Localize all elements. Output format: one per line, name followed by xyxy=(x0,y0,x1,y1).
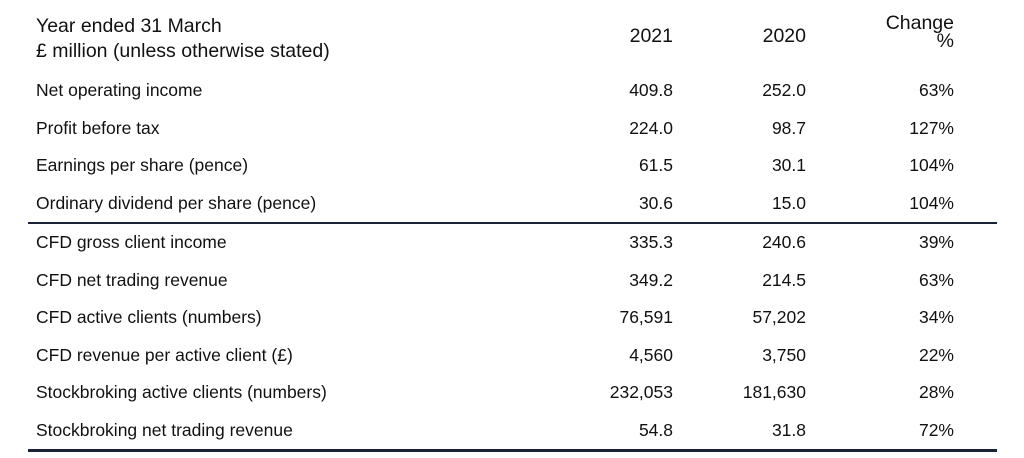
value-2020: 3,750 xyxy=(762,344,806,365)
value-2021: 61.5 xyxy=(638,155,673,175)
value-2020: 214.5 xyxy=(762,269,806,290)
column-header-2020: 2020 xyxy=(762,25,806,47)
row-label: CFD revenue per active client (£) xyxy=(36,344,293,365)
value-change: 63% xyxy=(918,269,954,290)
row-label: Stockbroking active clients (numbers) xyxy=(36,382,327,402)
row-label: Earnings per share (pence) xyxy=(36,155,249,175)
table-row: Profit before tax 224.0 98.7 127% xyxy=(28,110,997,148)
table-row: CFD active clients (numbers) 76,591 57,2… xyxy=(28,299,997,337)
value-2021: 335.3 xyxy=(629,232,673,252)
value-change: 72% xyxy=(918,419,954,440)
section-group-kpis: CFD gross client income 335.3 240.6 39% … xyxy=(28,224,997,449)
row-label: Net operating income xyxy=(36,80,203,100)
value-change: 127% xyxy=(909,117,954,138)
row-label: Profit before tax xyxy=(36,117,160,138)
value-change: 39% xyxy=(918,232,954,252)
column-header-change: Change % xyxy=(885,12,954,52)
header-title-line1: Year ended 31 March xyxy=(36,15,222,37)
value-change: 22% xyxy=(918,344,954,365)
table-row: CFD gross client income 335.3 240.6 39% xyxy=(28,224,997,262)
value-2021: 4,560 xyxy=(629,344,673,365)
column-header-change-line1: Change xyxy=(885,12,954,34)
value-2021: 30.6 xyxy=(638,192,673,213)
financial-summary-table: Year ended 31 March £ million (unless ot… xyxy=(28,8,997,452)
section-divider xyxy=(28,222,997,224)
row-label: CFD net trading revenue xyxy=(36,269,228,290)
value-2021: 224.0 xyxy=(629,117,673,138)
value-2020: 181,630 xyxy=(742,382,806,402)
row-label: Ordinary dividend per share (pence) xyxy=(36,192,317,213)
value-2020: 30.1 xyxy=(771,155,806,175)
value-change: 34% xyxy=(918,307,954,327)
row-label: CFD gross client income xyxy=(36,232,227,252)
value-2020: 98.7 xyxy=(771,117,806,138)
table-row: Earnings per share (pence) 61.5 30.1 104… xyxy=(28,147,997,185)
value-2020: 240.6 xyxy=(762,232,806,252)
value-2020: 31.8 xyxy=(771,419,806,440)
row-label: Stockbroking net trading revenue xyxy=(36,419,293,440)
value-2021: 349.2 xyxy=(629,269,673,290)
table-row: Stockbroking active clients (numbers) 23… xyxy=(28,374,997,412)
table-row: Net operating income 409.8 252.0 63% xyxy=(28,72,997,110)
value-change: 104% xyxy=(909,155,954,175)
value-2020: 252.0 xyxy=(762,80,806,100)
column-header-change-line2: % xyxy=(936,30,954,52)
column-header-2021: 2021 xyxy=(629,25,673,47)
value-2021: 54.8 xyxy=(638,419,673,440)
value-2021: 409.8 xyxy=(629,80,673,100)
value-change: 63% xyxy=(918,80,954,100)
value-change: 104% xyxy=(909,192,954,213)
value-2020: 57,202 xyxy=(752,307,806,327)
header-title-line2: £ million (unless otherwise stated) xyxy=(36,40,330,62)
table-row: CFD revenue per active client (£) 4,560 … xyxy=(28,337,997,375)
table-row: Stockbroking net trading revenue 54.8 31… xyxy=(28,412,997,450)
value-2020: 15.0 xyxy=(771,192,806,213)
table-bottom-rule xyxy=(28,449,997,452)
table-row: Ordinary dividend per share (pence) 30.6… xyxy=(28,185,997,223)
header-title: Year ended 31 March £ million (unless ot… xyxy=(36,14,330,64)
value-2021: 76,591 xyxy=(619,307,673,327)
value-change: 28% xyxy=(918,382,954,402)
table-row: CFD net trading revenue 349.2 214.5 63% xyxy=(28,262,997,300)
value-2021: 232,053 xyxy=(609,382,673,402)
row-label: CFD active clients (numbers) xyxy=(36,307,262,327)
table-header: Year ended 31 March £ million (unless ot… xyxy=(28,8,997,72)
section-group-results: Net operating income 409.8 252.0 63% Pro… xyxy=(28,72,997,222)
